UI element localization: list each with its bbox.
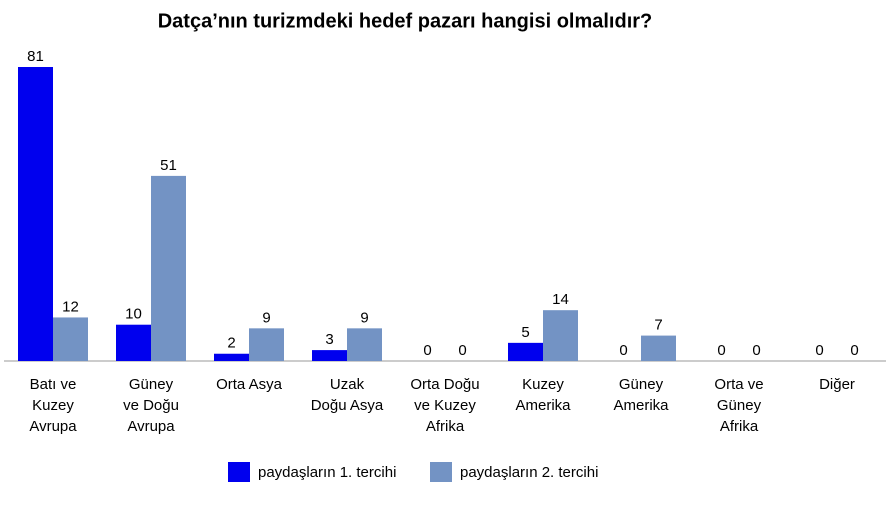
legend-swatch (228, 462, 250, 482)
bar (508, 342, 543, 361)
bar (214, 353, 249, 361)
bar (347, 328, 382, 361)
data-label: 0 (815, 342, 823, 359)
bar (312, 350, 347, 361)
legend-label: paydaşların 1. tercihi (258, 464, 396, 481)
x-tick-label: Orta Asya (216, 376, 282, 393)
bar (641, 335, 676, 361)
data-label: 2 (227, 335, 235, 352)
data-label: 81 (27, 48, 44, 65)
data-label: 0 (619, 342, 627, 359)
data-label: 10 (125, 306, 142, 323)
bar (249, 328, 284, 361)
bar (53, 317, 88, 361)
data-label: 9 (262, 309, 270, 326)
data-label: 0 (458, 342, 466, 359)
bar (543, 310, 578, 361)
chart-title: Datça’nın turizmdeki hedef pazarı hangis… (158, 10, 653, 32)
data-label: 0 (850, 342, 858, 359)
data-label: 14 (552, 291, 569, 308)
data-label: 51 (160, 157, 177, 174)
x-tick-label: Orta Doğu ve Kuzey Afrika (410, 376, 480, 435)
bar (116, 324, 151, 361)
x-tick-label: Uzak Doğu Asya (310, 376, 384, 414)
data-label: 3 (325, 331, 333, 348)
data-label: 5 (521, 324, 529, 341)
x-tick-label: Kuzey Amerika (515, 376, 571, 414)
legend-swatch (430, 462, 452, 482)
x-tick-label: Güney ve Doğu Avrupa (123, 376, 179, 435)
data-label: 7 (654, 317, 662, 334)
x-tick-label: Orta ve Güney Afrika (714, 376, 764, 435)
x-tick-label: Batı ve Kuzey Avrupa (29, 376, 77, 435)
bar (151, 175, 186, 361)
bar (18, 67, 53, 361)
data-label: 12 (62, 298, 79, 315)
legend-label: paydaşların 2. tercihi (460, 464, 598, 481)
x-tick-label: Diğer (819, 376, 855, 393)
data-label: 0 (423, 342, 431, 359)
data-label: 0 (717, 342, 725, 359)
data-label: 9 (360, 309, 368, 326)
x-tick-label: Güney Amerika (613, 376, 669, 414)
data-label: 0 (752, 342, 760, 359)
